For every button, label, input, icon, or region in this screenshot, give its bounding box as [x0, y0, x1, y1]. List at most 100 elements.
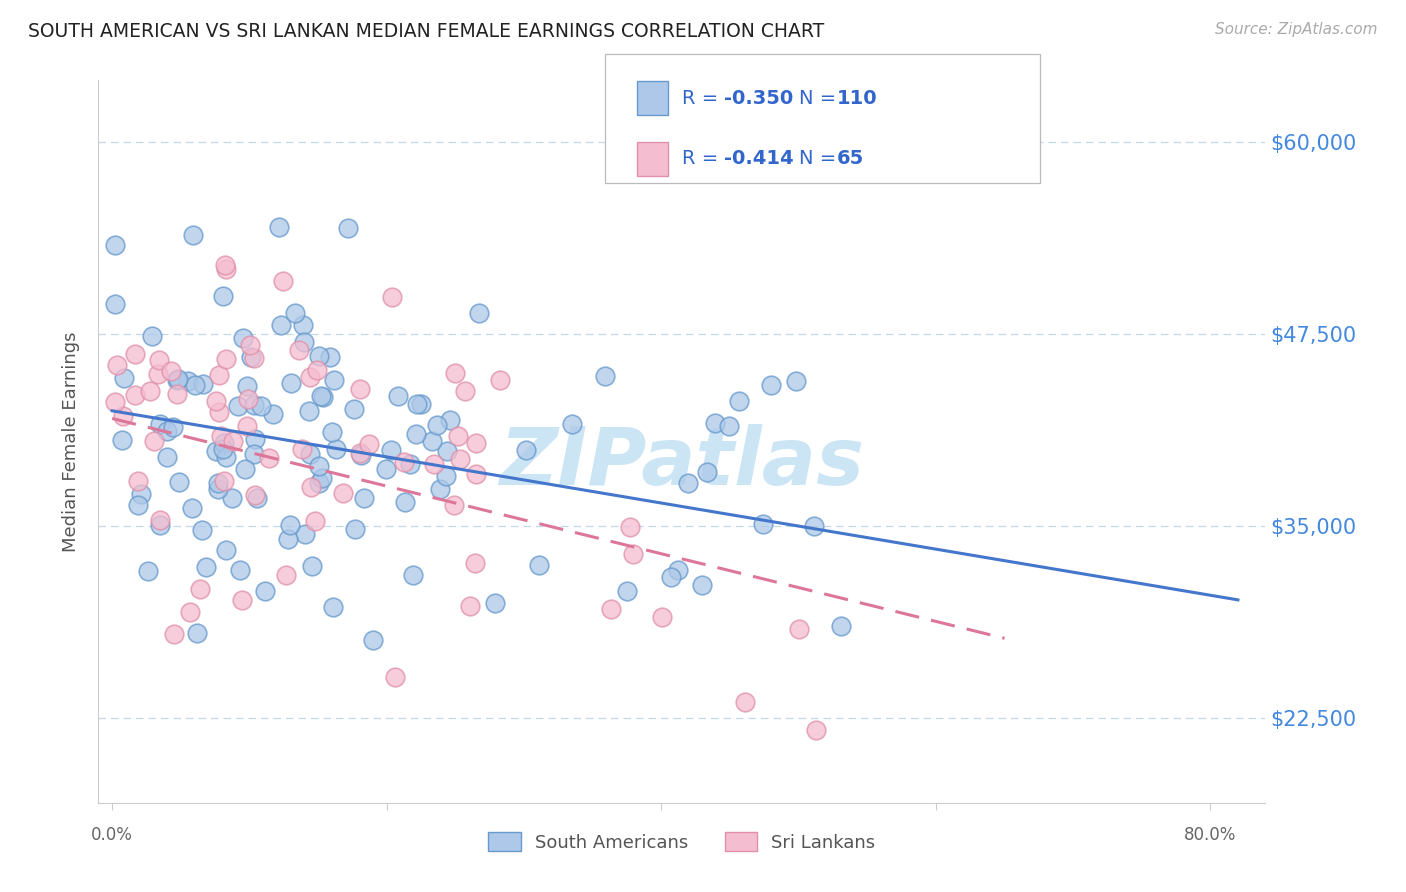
Point — [361, 632, 384, 647]
Point — [205, 444, 228, 458]
Point — [215, 261, 238, 276]
Point — [761, 377, 783, 392]
Point — [243, 398, 266, 412]
Point — [349, 382, 371, 396]
Point — [454, 384, 477, 398]
Point — [243, 351, 266, 365]
Point — [104, 238, 127, 252]
Point — [167, 372, 190, 386]
Point — [353, 491, 375, 506]
Text: 80.0%: 80.0% — [1184, 826, 1237, 844]
Point — [666, 563, 689, 577]
Point — [129, 487, 152, 501]
Point — [593, 369, 616, 384]
Point — [299, 480, 322, 494]
Point — [350, 448, 373, 462]
Text: 110: 110 — [837, 88, 877, 108]
Point — [191, 377, 214, 392]
Point — [332, 486, 354, 500]
Point — [127, 474, 149, 488]
Text: 65: 65 — [837, 149, 863, 169]
Point — [308, 459, 330, 474]
Point — [294, 527, 316, 541]
Point — [238, 392, 260, 406]
Point — [245, 432, 267, 446]
Point — [298, 370, 321, 384]
Point — [387, 389, 409, 403]
Point — [312, 390, 335, 404]
Text: N =: N = — [799, 88, 842, 108]
Point — [561, 417, 583, 432]
Point — [226, 399, 249, 413]
Point — [214, 450, 236, 465]
Point — [309, 389, 332, 403]
Point — [166, 386, 188, 401]
Point — [186, 625, 208, 640]
Point — [308, 475, 330, 490]
Point — [236, 379, 259, 393]
Point — [243, 447, 266, 461]
Point — [406, 397, 429, 411]
Text: 0.0%: 0.0% — [91, 826, 134, 844]
Text: ZIPatlas: ZIPatlas — [499, 425, 865, 502]
Point — [420, 434, 443, 448]
Point — [167, 475, 190, 490]
Point — [806, 723, 828, 737]
Text: -0.414: -0.414 — [724, 149, 794, 169]
Point — [398, 457, 420, 471]
Point — [221, 434, 243, 448]
Point — [229, 563, 252, 577]
Legend: South Americans, Sri Lankans: South Americans, Sri Lankans — [481, 824, 883, 859]
Point — [298, 404, 321, 418]
Point — [308, 350, 330, 364]
Point — [751, 517, 773, 532]
Point — [515, 443, 537, 458]
Point — [136, 565, 159, 579]
Point — [489, 374, 512, 388]
Point — [246, 491, 269, 506]
Point — [139, 384, 162, 398]
Point — [411, 397, 433, 411]
Point — [311, 471, 333, 485]
Point — [262, 408, 284, 422]
Point — [233, 462, 256, 476]
Point — [425, 417, 447, 432]
Point — [401, 568, 423, 582]
Point — [162, 419, 184, 434]
Point — [212, 435, 235, 450]
Point — [214, 258, 236, 272]
Point — [149, 513, 172, 527]
Point — [160, 364, 183, 378]
Point — [291, 442, 314, 457]
Point — [785, 374, 807, 388]
Point — [830, 618, 852, 632]
Point — [211, 442, 233, 456]
Point — [212, 475, 235, 489]
Point — [619, 519, 641, 533]
Point — [148, 367, 170, 381]
Point — [734, 695, 756, 709]
Point — [392, 455, 415, 469]
Point — [111, 409, 134, 424]
Point — [342, 401, 364, 416]
Point — [616, 583, 638, 598]
Point — [188, 582, 211, 596]
Point — [484, 596, 506, 610]
Point — [204, 394, 226, 409]
Point — [690, 577, 713, 591]
Point — [301, 558, 323, 573]
Text: Source: ZipAtlas.com: Source: ZipAtlas.com — [1215, 22, 1378, 37]
Point — [527, 558, 550, 573]
Point — [179, 605, 201, 619]
Point — [250, 400, 273, 414]
Point — [148, 353, 170, 368]
Point — [253, 583, 276, 598]
Point — [259, 450, 281, 465]
Point — [292, 318, 315, 332]
Point — [181, 227, 204, 242]
Point — [600, 602, 623, 616]
Point — [149, 417, 172, 431]
Text: SOUTH AMERICAN VS SRI LANKAN MEDIAN FEMALE EARNINGS CORRELATION CHART: SOUTH AMERICAN VS SRI LANKAN MEDIAN FEMA… — [28, 22, 824, 41]
Point — [149, 517, 172, 532]
Point — [717, 418, 740, 433]
